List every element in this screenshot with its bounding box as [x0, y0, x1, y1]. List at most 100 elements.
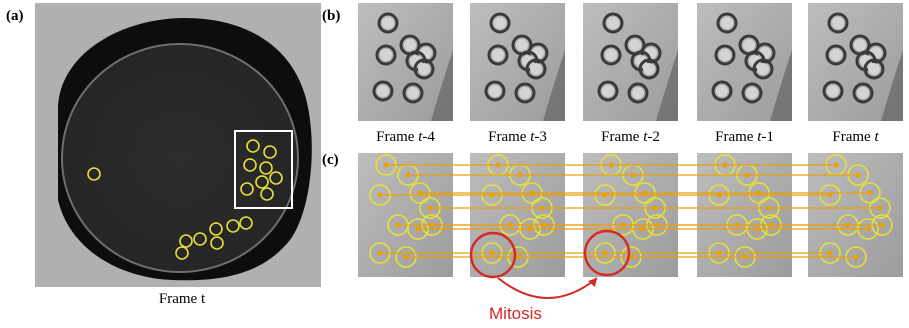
cell-core — [494, 17, 506, 29]
panel-a-image — [35, 3, 321, 287]
cell-detection — [263, 145, 277, 159]
panel-b-label: (b) — [322, 8, 341, 24]
cell-image — [597, 80, 619, 102]
cell-detection — [209, 222, 223, 236]
cell-detection — [239, 216, 253, 230]
frame-caption-suffix: -2 — [647, 129, 660, 145]
cell-image — [484, 80, 506, 102]
cell-core — [635, 55, 647, 67]
cell-detection — [175, 246, 189, 260]
cell-core — [860, 55, 872, 67]
cell-image — [487, 44, 509, 66]
mitosis-arrow — [497, 277, 598, 299]
panel-c-tiles — [358, 153, 903, 277]
cell-image — [638, 58, 660, 80]
tile-edge-shadow — [881, 50, 903, 121]
cell-core — [719, 49, 731, 61]
cell-core — [629, 39, 641, 51]
cell-core — [530, 63, 542, 75]
cell-core — [757, 63, 769, 75]
cell-detection — [255, 175, 269, 189]
cell-image — [525, 58, 547, 80]
frame-caption-suffix: -1 — [761, 129, 774, 145]
cell-core — [492, 49, 504, 61]
cell-detection — [243, 158, 257, 172]
panel-a-caption: Frame t — [158, 291, 206, 307]
tile-edge-shadow — [656, 50, 678, 121]
cell-detection — [240, 182, 254, 196]
cell-image — [822, 80, 844, 102]
cell-core — [404, 39, 416, 51]
tile-edge-shadow — [431, 50, 453, 121]
frame-caption-var: t — [874, 129, 879, 145]
cell-core — [746, 87, 758, 99]
cell-core — [607, 17, 619, 29]
cell-core — [489, 85, 501, 97]
cell-image — [602, 12, 624, 34]
cell-core — [643, 63, 655, 75]
cell-image — [489, 12, 511, 34]
frame-caption-prefix: Frame — [715, 129, 758, 145]
cell-core — [522, 55, 534, 67]
cell-core — [377, 85, 389, 97]
frame-caption: Frame t — [800, 129, 909, 146]
tile-edge-shadow — [770, 50, 792, 121]
cell-detection — [246, 139, 260, 153]
cell-detection — [87, 167, 101, 181]
cell-detection — [210, 236, 224, 250]
frame-caption-var: t — [643, 129, 648, 145]
cell-image — [863, 58, 885, 80]
cell-image — [852, 82, 874, 104]
frame-caption-suffix: -4 — [422, 129, 435, 145]
cell-core — [410, 55, 422, 67]
cell-image — [377, 12, 399, 34]
frame-caption-prefix: Frame — [832, 129, 875, 145]
cell-image — [825, 44, 847, 66]
cell-detection — [179, 234, 193, 248]
frame-caption-prefix: Frame — [488, 129, 531, 145]
mitosis-highlight — [469, 229, 631, 299]
frame-caption: Frame t-3 — [462, 129, 573, 146]
cell-core — [407, 87, 419, 99]
mitosis-label: Mitosis — [489, 304, 542, 323]
cell-core — [854, 39, 866, 51]
cell-image — [711, 80, 733, 102]
cell-detection — [259, 161, 273, 175]
mitosis-arrowhead — [588, 278, 597, 287]
cell-core — [380, 49, 392, 61]
frame-caption: Frame t-2 — [575, 129, 686, 146]
cell-detection — [269, 171, 283, 185]
cell-image — [714, 44, 736, 66]
mitosis-circle — [469, 231, 517, 279]
cell-image — [375, 44, 397, 66]
cell-core — [749, 55, 761, 67]
well-cell-detections — [87, 139, 283, 260]
cell-image — [600, 44, 622, 66]
frame-caption: Frame t-1 — [689, 129, 800, 146]
cell-core — [830, 49, 842, 61]
cell-core — [632, 87, 644, 99]
frame-caption-prefix: Frame — [601, 129, 644, 145]
cell-core — [382, 17, 394, 29]
cell-image — [716, 12, 738, 34]
panel-c-label: (c) — [322, 152, 339, 168]
tile-edge-shadow — [543, 50, 565, 121]
cell-core — [516, 39, 528, 51]
cell-image — [827, 12, 849, 34]
cell-image — [627, 82, 649, 104]
cell-core — [716, 85, 728, 97]
cell-core — [857, 87, 869, 99]
cell-core — [605, 49, 617, 61]
cell-detection — [226, 219, 240, 233]
cell-core — [418, 63, 430, 75]
frame-caption-suffix: -3 — [534, 129, 547, 145]
panel-b-tiles — [358, 3, 903, 121]
track-lines — [380, 164, 882, 258]
cell-core — [868, 63, 880, 75]
cell-image — [514, 82, 536, 104]
cell-core — [827, 85, 839, 97]
frame-caption-prefix: Frame — [376, 129, 419, 145]
frame-caption-var: t — [757, 129, 762, 145]
cell-core — [519, 87, 531, 99]
